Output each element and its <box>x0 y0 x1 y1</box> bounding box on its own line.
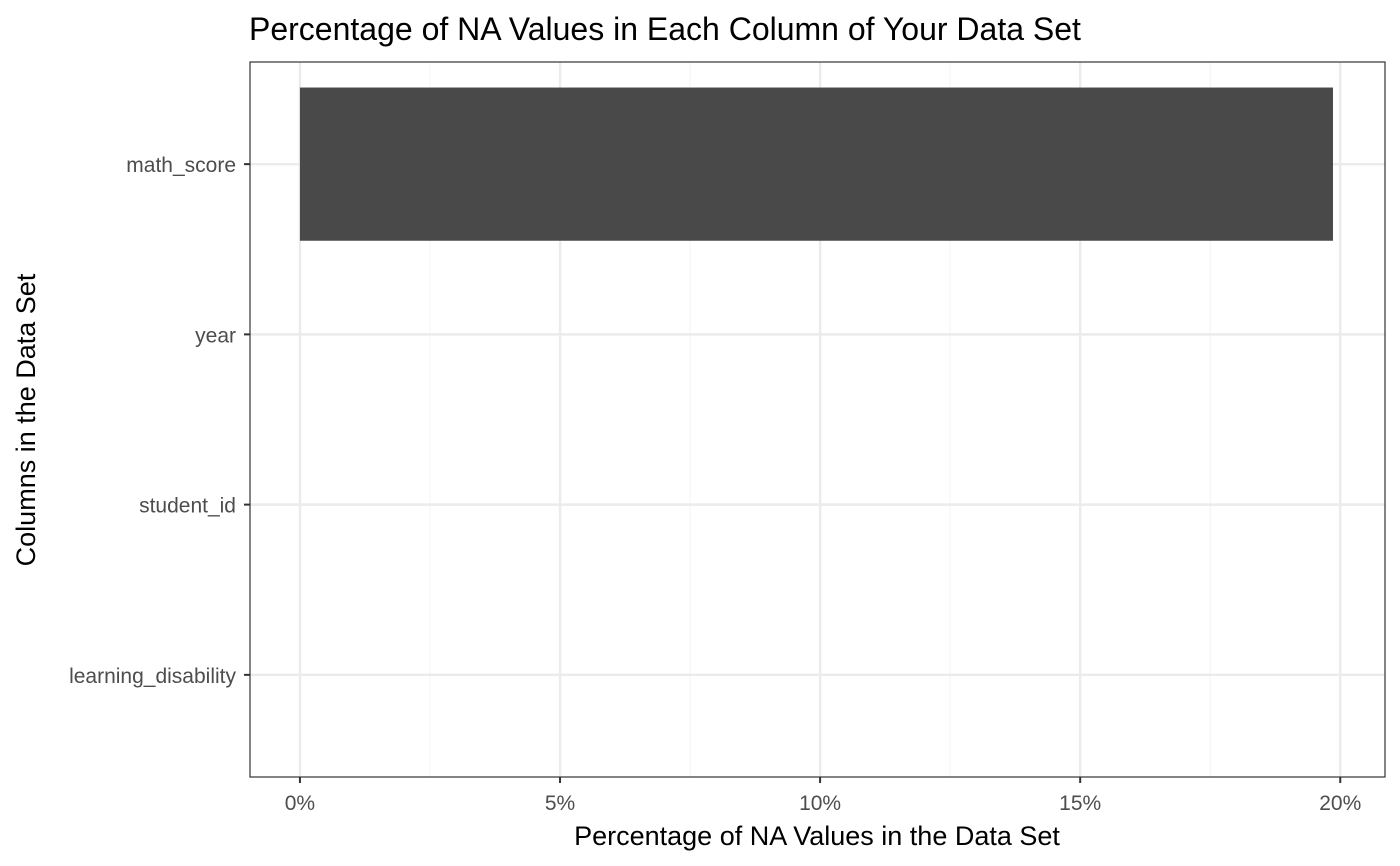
bar-math_score <box>299 87 1333 241</box>
x-tick-label: 0% <box>285 792 315 815</box>
x-tick-label: 20% <box>1319 792 1361 815</box>
y-tick-label: learning_disability <box>69 665 236 688</box>
x-tick-label: 10% <box>799 792 841 815</box>
y-axis-title: Columns in the Data Set <box>11 273 41 566</box>
x-tick-label: 5% <box>545 792 575 815</box>
chart-title: Percentage of NA Values in Each Column o… <box>249 11 1081 47</box>
y-tick-label: student_id <box>139 495 236 518</box>
y-tick-label: year <box>195 324 236 347</box>
bars <box>299 87 1333 241</box>
x-tick-label: 15% <box>1059 792 1101 815</box>
y-tick-label: math_score <box>126 154 236 177</box>
panel-border <box>249 61 1386 778</box>
x-axis-title: Percentage of NA Values in the Data Set <box>574 821 1060 851</box>
x-axis: 0% 5% 10% 15% 20% <box>285 777 1361 815</box>
